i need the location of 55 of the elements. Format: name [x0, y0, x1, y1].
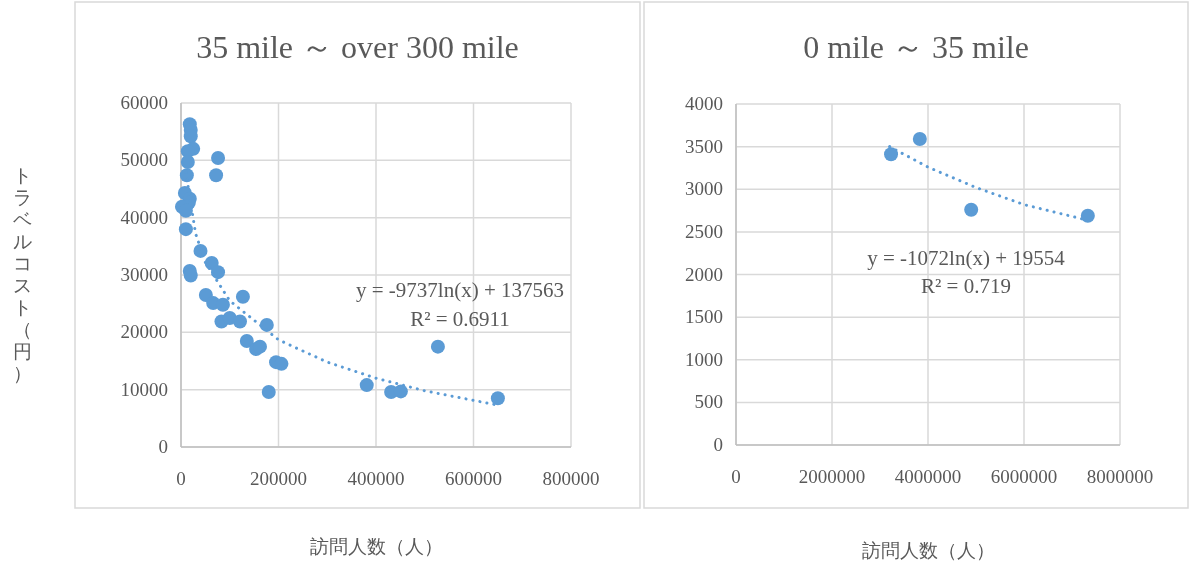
- x-tick-label: 4000000: [894, 466, 962, 487]
- point: [964, 202, 979, 217]
- text: トラベルコスト（円）: [12, 165, 32, 384]
- x-tick-label: 200000: [250, 468, 307, 489]
- point: [235, 289, 250, 304]
- chart-title: 0 mile ～ 35 mile: [803, 29, 1029, 65]
- x-tick-label: 400000: [347, 468, 405, 489]
- x-axis-title: 訪問人数（人）: [309, 536, 443, 557]
- point: [1080, 208, 1095, 223]
- y-tick-label: 4000: [685, 93, 723, 114]
- annotation: R² = 0.6911: [410, 307, 510, 331]
- x-axis-title: 訪問人数（人）: [861, 540, 995, 561]
- y-tick-label: 3000: [685, 178, 723, 200]
- y-tick-label: 2500: [685, 220, 723, 242]
- point: [232, 314, 247, 329]
- y-tick-label: 30000: [120, 264, 168, 285]
- y-tick-label: 3500: [685, 135, 723, 157]
- point: [259, 317, 274, 332]
- point: [209, 168, 224, 183]
- point: [912, 131, 927, 146]
- y-tick-label: 0: [158, 436, 168, 457]
- y-tick-label: 500: [694, 391, 723, 413]
- y-tick-label: 2000: [685, 263, 723, 285]
- y-tick-label: 60000: [120, 92, 168, 113]
- x-tick-label: 800000: [542, 468, 600, 489]
- point: [239, 333, 254, 348]
- point: [215, 297, 230, 312]
- annotation: y = -1072ln(x) + 19554: [867, 246, 1066, 270]
- point: [490, 391, 505, 406]
- y-tick-label: 1000: [685, 348, 723, 370]
- annotation: y = -9737ln(x) + 137563: [355, 278, 565, 302]
- point: [211, 265, 226, 280]
- point: [178, 222, 193, 237]
- x-tick-label: 2000000: [798, 466, 866, 487]
- y-tick-label: 1500: [685, 306, 723, 328]
- point: [211, 151, 226, 166]
- x-tick-label: 0: [731, 466, 741, 487]
- chart-title: 35 mile ～ over 300 mile: [196, 29, 519, 65]
- point: [179, 168, 194, 183]
- x-tick-label: 8000000: [1086, 466, 1154, 487]
- annotation: R² = 0.719: [921, 274, 1011, 298]
- point: [884, 147, 899, 162]
- x-tick-label: 600000: [445, 468, 502, 489]
- point: [180, 155, 195, 170]
- x-tick-label: 6000000: [990, 466, 1058, 487]
- y-tick-label: 0: [713, 434, 723, 455]
- y-tick-label: 40000: [120, 206, 168, 228]
- point: [261, 384, 276, 399]
- point: [359, 378, 374, 393]
- point: [430, 339, 445, 354]
- point: [393, 384, 408, 399]
- y-tick-label: 10000: [120, 378, 168, 400]
- x-tick-label: 0: [176, 468, 186, 489]
- y-tick-label: 20000: [120, 321, 168, 343]
- y-tick-label: 50000: [120, 149, 168, 171]
